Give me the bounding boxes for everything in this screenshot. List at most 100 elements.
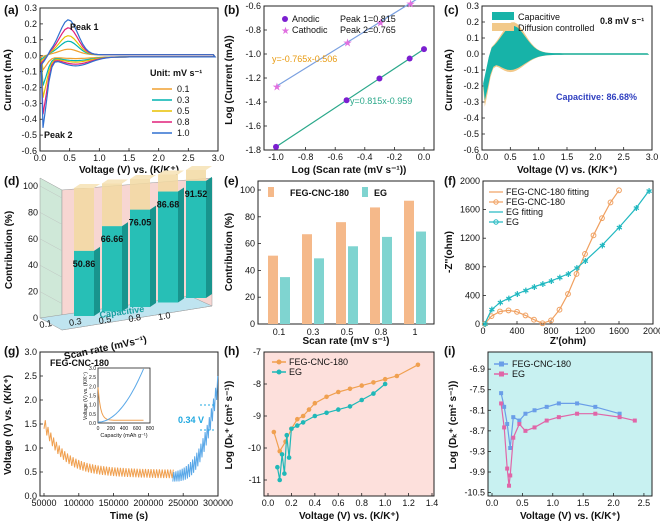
panel-g-ytick-label: 2.5: [24, 371, 37, 381]
panel-d-gridline: [39, 212, 63, 225]
panel-g-x-ticks: 50000 100000 150000 200000 250000 300000: [31, 493, 233, 508]
panel-f-point-EG: ✱: [574, 264, 581, 273]
panel-h-ytick-label: -7: [253, 347, 261, 357]
panel-e-legend-feg-swatch: [268, 187, 274, 197]
panel-c-xtick-label: 1.0: [532, 152, 545, 162]
panel-i-point-FEG-CNC-180: [575, 401, 580, 406]
panel-h-xtick-label: 1.0: [379, 498, 392, 508]
panel-e-x-ticks: 0.1 0.3 0.5 0.8 1: [273, 327, 418, 337]
panel-h-point-EG: [277, 477, 283, 483]
panel-g-inset: 0 200 400 600 800 0.0 0.5 1.0 1.5 2.0 2.5 3.0 Capa…: [83, 366, 154, 439]
panel-b-xtick-label: 0.0: [418, 152, 431, 162]
panel-e-bar-FEG-CNC-180: [336, 222, 346, 324]
panel-a-curve-1.0: [40, 19, 217, 128]
panel-c-scanrate: 0.8 mV s⁻¹: [600, 16, 644, 26]
panel-g-inset-ytick-label: 1.5: [89, 394, 96, 400]
panel-label-g: (g): [4, 344, 19, 358]
panel-c-capacitive-area: [483, 25, 650, 101]
panel-h-point-EG: [294, 423, 300, 428]
panel-g-xtick-label: 200000: [133, 498, 163, 508]
panel-g-inset-xtick-label: 800: [146, 426, 155, 432]
panel-d-xtick-label: 0.8: [128, 312, 142, 324]
panel-d-bar-label: 76.05: [129, 218, 152, 228]
panel-d-ytick-label: 80: [28, 207, 38, 217]
panel-f-xtick-label: 400: [509, 326, 524, 336]
panel-c-xtick-label: 2.0: [589, 152, 602, 162]
panel-d-bar-label: 66.66: [101, 234, 124, 244]
panel-d-gridline: [39, 238, 63, 251]
panel-a-series: [40, 19, 217, 128]
panel-g-xtick-label: 250000: [168, 498, 198, 508]
panel-g-discharge-curve: [43, 420, 174, 479]
panel-e-bar-FEG-CNC-180: [302, 234, 312, 324]
panel-a-ytick-label: 0.0: [24, 51, 37, 61]
panel-d-bar-label: 86.68: [157, 200, 180, 210]
panel-f-point-FEG-CNC-180: [607, 199, 614, 206]
panel-d-ytick-label: 0: [33, 313, 38, 323]
panel-f-point-EG: ✱: [557, 274, 564, 283]
panel-b-point-Cathodic: ★: [272, 82, 282, 94]
panel-e-bar-EG: [314, 258, 324, 324]
panel-c-xtick-label: 3.0: [646, 152, 659, 162]
panel-g-title: FEG-CNC-180: [50, 358, 109, 368]
panel-e-xlabel: Scan rate (mV s⁻¹): [303, 336, 390, 347]
panel-h-xtick-label: 0.0: [262, 498, 275, 508]
panel-i-legend-eg-marker: [499, 371, 504, 377]
panel-c-legend-diffusion: Diffusion controlled: [518, 23, 594, 33]
panel-i-ytick-label: -7.5: [469, 385, 485, 395]
panel-g-inset-frame: [97, 367, 151, 424]
panel-b-legend-cathodic: Cathodic: [292, 25, 328, 35]
panel-b-peak2: Peak 2=0.765: [340, 25, 396, 35]
panel-h-ytick-label: -9: [253, 411, 261, 421]
panel-c-capacitive: 0.0 0.5 1.0 1.5 2.0 2.5 3.0 -0.6 -0.5 -0.4 -0.3 -0…: [444, 1, 658, 176]
panel-f-point-FEG-CNC-180: [522, 312, 529, 319]
panel-f-point-EG: ✱: [514, 290, 521, 299]
panel-h-point-FEG-CNC-180: [415, 362, 421, 368]
panel-i-point-FEG-CNC-180: [508, 446, 513, 450]
panel-b-xtick-label: -0.8: [298, 152, 314, 162]
panel-i-point-FEG-CNC-180: [517, 418, 522, 423]
panel-i-point-EG: [508, 473, 513, 478]
panel-d-y-ticks: 0 20 40 60 80 100: [23, 181, 63, 331]
panel-f-point-EG: ✱: [646, 187, 653, 196]
panel-g-inset-ytick-label: 0.0: [89, 421, 96, 427]
panel-f-point-FEG-CNC-180: [556, 306, 563, 313]
panel-c-legend-capacitive: Capacitive: [518, 12, 560, 22]
panel-g-inset-xtick-label: 0: [97, 426, 100, 432]
panel-e-xtick-label: 1: [412, 327, 417, 337]
panel-c-ytick-label: 0.0: [466, 49, 479, 59]
panel-b-ytick-label: -1.4: [245, 97, 261, 107]
panel-f-ytick-label: 1200: [460, 233, 480, 243]
panel-h-point-EG: [275, 464, 280, 470]
panel-d-gridline: [39, 291, 63, 304]
panel-h-point-FEG-CNC-180: [359, 383, 365, 388]
panel-h-point-FEG-CNC-180: [306, 407, 312, 412]
panel-g-inset-series: [97, 368, 144, 423]
panel-e-bar-EG: [382, 236, 392, 324]
panel-e-xtick-label: 0.1: [273, 327, 286, 337]
panel-b-point-Cathodic: ★: [406, 0, 416, 11]
panel-g-ytick-label: 3.0: [24, 347, 37, 357]
panel-h-point-FEG-CNC-180: [271, 429, 277, 435]
panel-a-ytick-label: 0.2: [24, 19, 37, 29]
panel-g-inset-xtick-label: 600: [133, 426, 142, 432]
panel-a-xlabel: Voltage (V) vs. (K/K⁺): [79, 165, 179, 176]
panel-h-point-EG: [286, 455, 292, 460]
panel-e-y-ticks: 0 20 40 60 80 100: [240, 185, 261, 329]
panel-e-ylabel: Contribution (%): [224, 213, 235, 291]
panel-h-point-EG: [284, 432, 290, 438]
panel-c-ytick-label: -0.5: [463, 129, 479, 139]
panel-h-point-EG: [382, 381, 388, 387]
panel-c-ytick-label: -0.6: [463, 145, 479, 155]
panel-b-point-Cathodic: ★: [343, 38, 353, 50]
panel-a-y-ticks: -0.6 -0.5 -0.4 -0.3 -0.2 -0.1 0.0 0.1 0.2 0.3: [21, 3, 43, 156]
panel-b-eq-cathodic: y=-0.765x-0.506: [272, 54, 337, 64]
panel-g-ytick-label: 0.0: [24, 491, 37, 501]
panel-b-peak1: Peak 1=0.815: [340, 14, 396, 24]
panel-f-point-EG: ✱: [523, 286, 530, 295]
panel-g-voltage-label: 0.34 V: [178, 415, 204, 425]
panel-b-ytick-label: -0.6: [245, 1, 261, 11]
panel-label-b: (b): [224, 3, 239, 17]
panel-h-point-FEG-CNC-180: [394, 373, 400, 379]
panel-e-ytick-label: 80: [245, 212, 255, 222]
